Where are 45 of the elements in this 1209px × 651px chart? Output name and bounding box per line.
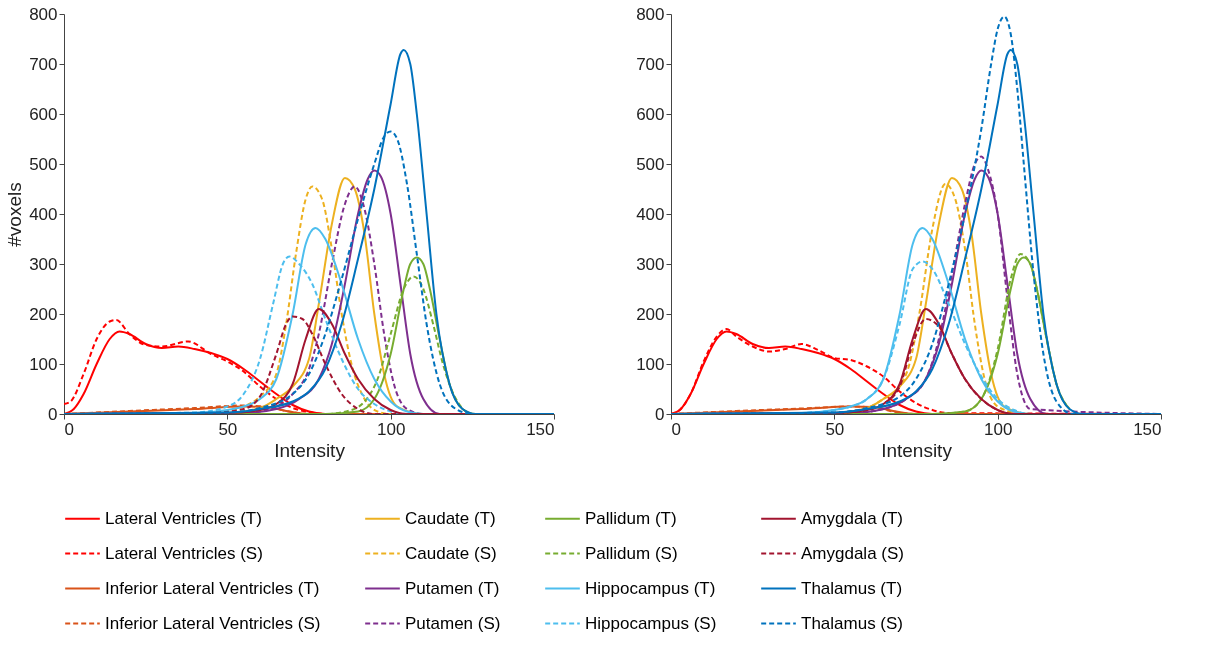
y-tick-label: 300	[29, 254, 58, 274]
legend-label: Pallidum (S)	[585, 543, 678, 563]
legend-label: Lateral Ventricles (S)	[105, 543, 263, 563]
x-tick-label: 50	[825, 419, 845, 439]
y-tick-label: 500	[636, 154, 665, 174]
y-tick-label: 800	[29, 4, 58, 24]
legend-label: Lateral Ventricles (T)	[105, 508, 262, 528]
y-tick-label: 100	[29, 354, 58, 374]
legend-label: Pallidum (T)	[585, 508, 677, 528]
y-tick-label: 0	[655, 404, 665, 424]
legend-label: Putamen (S)	[405, 613, 501, 633]
x-tick-label: 150	[1133, 419, 1162, 439]
x-axis-title: Intensity	[881, 439, 953, 461]
y-tick-label: 700	[636, 54, 665, 74]
x-tick-label: 0	[671, 419, 681, 439]
x-tick-label: 0	[64, 419, 74, 439]
legend-label: Putamen (T)	[405, 578, 500, 598]
legend-label: Inferior Lateral Ventricles (S)	[105, 613, 321, 633]
legend-label: Thalamus (S)	[801, 613, 904, 633]
legend-label: Amygdala (T)	[801, 508, 904, 528]
y-tick-label: 600	[636, 104, 665, 124]
x-tick-label: 150	[526, 419, 555, 439]
y-tick-label: 400	[636, 204, 665, 224]
x-tick-label: 100	[376, 419, 406, 439]
y-tick-label: 200	[636, 304, 665, 324]
legend-label: Caudate (T)	[405, 508, 496, 528]
y-tick-label: 100	[636, 354, 665, 374]
legend-label: Amygdala (S)	[801, 543, 904, 563]
y-tick-label: 200	[29, 304, 58, 324]
legend-label: Caudate (S)	[405, 543, 497, 563]
y-tick-label: 800	[636, 4, 665, 24]
x-tick-label: 100	[983, 419, 1013, 439]
y-tick-label: 600	[29, 104, 58, 124]
x-tick-label: 50	[218, 419, 238, 439]
legend-label: Inferior Lateral Ventricles (T)	[105, 578, 320, 598]
y-tick-label: 700	[29, 54, 58, 74]
legend-label: Hippocampus (T)	[585, 578, 716, 598]
y-tick-label: 0	[48, 404, 58, 424]
y-tick-label: 300	[636, 254, 665, 274]
x-axis-title: Intensity	[274, 439, 346, 461]
y-axis-title: #voxels	[4, 182, 26, 247]
legend-label: Thalamus (T)	[801, 578, 903, 598]
legend-label: Hippocampus (S)	[585, 613, 717, 633]
y-tick-label: 500	[29, 154, 58, 174]
y-tick-label: 400	[29, 204, 58, 224]
